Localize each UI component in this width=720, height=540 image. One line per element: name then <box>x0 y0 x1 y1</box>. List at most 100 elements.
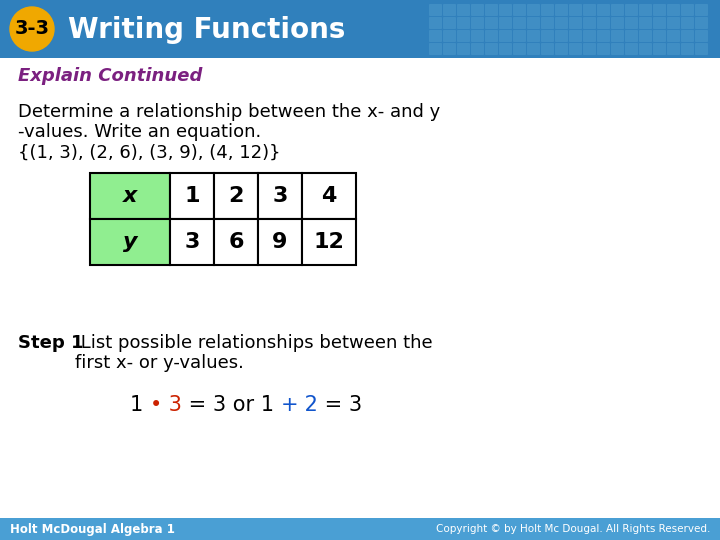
FancyBboxPatch shape <box>471 30 484 42</box>
FancyBboxPatch shape <box>429 4 442 16</box>
Bar <box>302 173 356 219</box>
FancyBboxPatch shape <box>695 43 708 55</box>
FancyBboxPatch shape <box>443 17 456 29</box>
FancyBboxPatch shape <box>513 43 526 55</box>
FancyBboxPatch shape <box>583 30 596 42</box>
FancyBboxPatch shape <box>639 30 652 42</box>
Bar <box>90 219 170 265</box>
FancyBboxPatch shape <box>541 30 554 42</box>
FancyBboxPatch shape <box>611 30 624 42</box>
FancyBboxPatch shape <box>597 4 610 16</box>
Text: Explain Continued: Explain Continued <box>18 67 202 85</box>
FancyBboxPatch shape <box>597 17 610 29</box>
FancyBboxPatch shape <box>485 43 498 55</box>
Text: 4: 4 <box>321 186 337 206</box>
FancyBboxPatch shape <box>681 43 694 55</box>
Text: 3: 3 <box>184 232 199 252</box>
Text: 6: 6 <box>228 232 244 252</box>
FancyBboxPatch shape <box>443 4 456 16</box>
Text: 2: 2 <box>228 186 243 206</box>
FancyBboxPatch shape <box>471 4 484 16</box>
Bar <box>258 219 302 265</box>
FancyBboxPatch shape <box>667 43 680 55</box>
FancyBboxPatch shape <box>555 43 568 55</box>
FancyBboxPatch shape <box>639 17 652 29</box>
FancyBboxPatch shape <box>485 17 498 29</box>
FancyBboxPatch shape <box>499 43 512 55</box>
FancyBboxPatch shape <box>541 43 554 55</box>
FancyBboxPatch shape <box>653 30 666 42</box>
FancyBboxPatch shape <box>457 43 470 55</box>
FancyBboxPatch shape <box>695 17 708 29</box>
Text: Copyright © by Holt Mc Dougal. All Rights Reserved.: Copyright © by Holt Mc Dougal. All Right… <box>436 524 710 534</box>
FancyBboxPatch shape <box>597 43 610 55</box>
FancyBboxPatch shape <box>667 4 680 16</box>
FancyBboxPatch shape <box>513 17 526 29</box>
FancyBboxPatch shape <box>471 17 484 29</box>
FancyBboxPatch shape <box>681 17 694 29</box>
FancyBboxPatch shape <box>639 43 652 55</box>
FancyBboxPatch shape <box>625 17 638 29</box>
FancyBboxPatch shape <box>583 43 596 55</box>
Text: = 3: = 3 <box>318 395 362 415</box>
FancyBboxPatch shape <box>611 4 624 16</box>
Text: y: y <box>122 232 138 252</box>
FancyBboxPatch shape <box>625 30 638 42</box>
FancyBboxPatch shape <box>695 4 708 16</box>
Text: Holt McDougal Algebra 1: Holt McDougal Algebra 1 <box>10 523 175 536</box>
Text: +: + <box>281 395 298 415</box>
FancyBboxPatch shape <box>667 30 680 42</box>
Text: 3: 3 <box>162 395 182 415</box>
FancyBboxPatch shape <box>485 30 498 42</box>
Text: 12: 12 <box>314 232 344 252</box>
FancyBboxPatch shape <box>457 30 470 42</box>
Text: List possible relationships between the: List possible relationships between the <box>75 334 433 352</box>
FancyBboxPatch shape <box>429 30 442 42</box>
FancyBboxPatch shape <box>499 4 512 16</box>
FancyBboxPatch shape <box>527 17 540 29</box>
FancyBboxPatch shape <box>513 4 526 16</box>
FancyBboxPatch shape <box>429 17 442 29</box>
FancyBboxPatch shape <box>457 17 470 29</box>
FancyBboxPatch shape <box>555 4 568 16</box>
FancyBboxPatch shape <box>471 43 484 55</box>
FancyBboxPatch shape <box>443 30 456 42</box>
Bar <box>90 173 170 219</box>
FancyBboxPatch shape <box>569 30 582 42</box>
Text: Writing Functions: Writing Functions <box>68 16 346 44</box>
FancyBboxPatch shape <box>639 4 652 16</box>
FancyBboxPatch shape <box>611 43 624 55</box>
Text: = 3 or 1: = 3 or 1 <box>182 395 281 415</box>
Bar <box>0 518 720 540</box>
Text: Step 1: Step 1 <box>18 334 84 352</box>
FancyBboxPatch shape <box>625 43 638 55</box>
FancyBboxPatch shape <box>583 17 596 29</box>
FancyBboxPatch shape <box>681 30 694 42</box>
FancyBboxPatch shape <box>653 17 666 29</box>
Bar <box>258 173 302 219</box>
Bar <box>214 219 258 265</box>
Bar <box>302 219 356 265</box>
FancyBboxPatch shape <box>429 43 442 55</box>
Text: -values. Write an equation.: -values. Write an equation. <box>18 123 261 141</box>
Bar <box>170 219 214 265</box>
Text: 1: 1 <box>130 395 150 415</box>
FancyBboxPatch shape <box>653 4 666 16</box>
FancyBboxPatch shape <box>625 4 638 16</box>
Bar <box>214 173 258 219</box>
Text: •: • <box>150 395 162 415</box>
FancyBboxPatch shape <box>513 30 526 42</box>
FancyBboxPatch shape <box>527 4 540 16</box>
FancyBboxPatch shape <box>695 30 708 42</box>
Text: Determine a relationship between the x- and y: Determine a relationship between the x- … <box>18 103 440 121</box>
FancyBboxPatch shape <box>583 4 596 16</box>
Text: 3: 3 <box>272 186 288 206</box>
FancyBboxPatch shape <box>443 43 456 55</box>
FancyBboxPatch shape <box>541 17 554 29</box>
Text: 9: 9 <box>272 232 288 252</box>
FancyBboxPatch shape <box>555 17 568 29</box>
FancyBboxPatch shape <box>499 17 512 29</box>
Text: 1: 1 <box>184 186 199 206</box>
FancyBboxPatch shape <box>499 30 512 42</box>
FancyBboxPatch shape <box>611 17 624 29</box>
